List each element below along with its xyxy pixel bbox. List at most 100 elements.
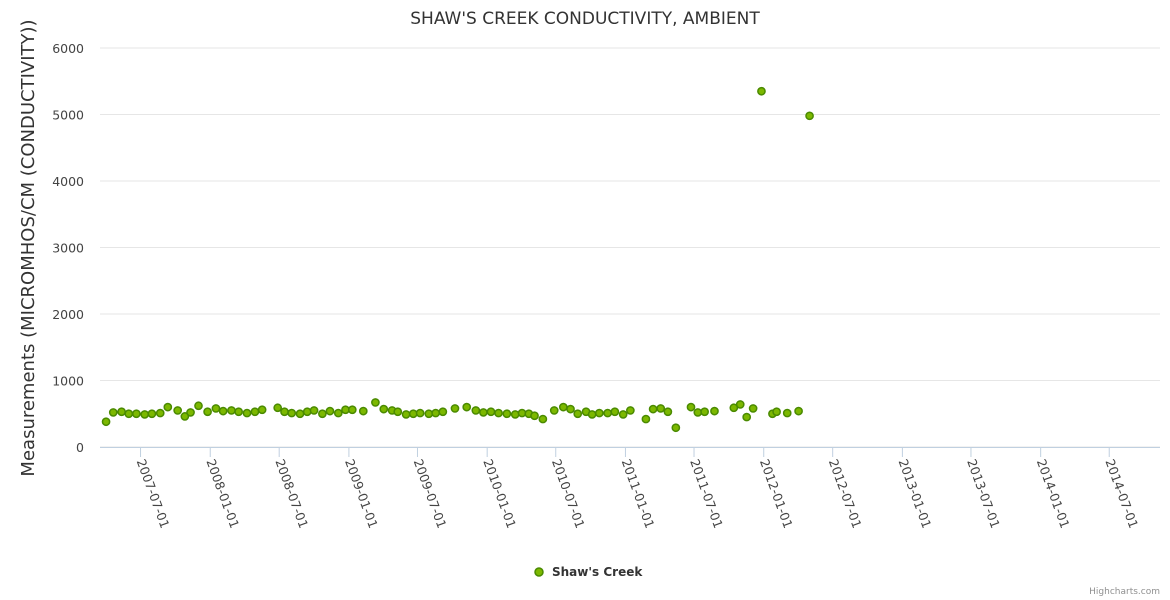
data-point[interactable] xyxy=(530,411,539,421)
legend-marker[interactable] xyxy=(534,567,544,577)
x-tick-label: 2012-01-01 xyxy=(757,457,796,530)
data-point[interactable] xyxy=(517,408,527,418)
data-point[interactable] xyxy=(287,408,297,418)
data-point[interactable] xyxy=(117,407,126,417)
data-point[interactable] xyxy=(510,410,520,419)
data-point[interactable] xyxy=(710,406,719,416)
data-point[interactable] xyxy=(280,407,289,417)
data-point[interactable] xyxy=(211,404,221,413)
data-point[interactable] xyxy=(486,407,496,417)
data-point[interactable] xyxy=(173,406,183,415)
y-tick-label: 4000 xyxy=(52,174,84,189)
data-point[interactable] xyxy=(424,409,434,419)
data-point[interactable] xyxy=(257,405,267,415)
x-tick-label: 2014-07-01 xyxy=(1102,457,1141,530)
legend-label-shaws-creek[interactable]: Shaw's Creek xyxy=(552,565,643,579)
data-point[interactable] xyxy=(748,404,758,413)
data-point[interactable] xyxy=(273,403,283,413)
data-point[interactable] xyxy=(794,406,803,416)
data-point[interactable] xyxy=(693,408,703,417)
data-point[interactable] xyxy=(558,402,568,412)
data-point[interactable] xyxy=(358,406,368,416)
data-point[interactable] xyxy=(101,417,111,427)
data-point[interactable] xyxy=(218,406,228,416)
data-point[interactable] xyxy=(379,404,389,414)
data-point[interactable] xyxy=(735,400,745,409)
data-point[interactable] xyxy=(610,407,620,417)
data-point[interactable] xyxy=(594,408,604,418)
data-point[interactable] xyxy=(450,404,460,413)
data-point[interactable] xyxy=(194,401,203,411)
data-point[interactable] xyxy=(155,408,165,418)
data-point[interactable] xyxy=(782,408,792,418)
data-point[interactable] xyxy=(124,409,134,419)
data-point[interactable] xyxy=(347,405,357,415)
data-point[interactable] xyxy=(502,409,512,419)
data-point[interactable] xyxy=(108,408,118,417)
data-point[interactable] xyxy=(671,423,681,433)
data-point[interactable] xyxy=(415,408,425,418)
data-point[interactable] xyxy=(234,407,244,417)
data-point[interactable] xyxy=(242,408,252,418)
x-tick-label: 2013-01-01 xyxy=(896,457,935,530)
data-point[interactable] xyxy=(163,402,173,412)
data-point[interactable] xyxy=(626,406,635,415)
data-point[interactable] xyxy=(438,407,448,417)
data-point[interactable] xyxy=(250,407,260,417)
data-point[interactable] xyxy=(805,111,814,121)
data-point[interactable] xyxy=(140,410,150,419)
y-axis-title: Measurements (MICROMHOS/CM (CONDUCTIVITY… xyxy=(18,19,39,476)
data-point[interactable] xyxy=(641,414,651,424)
data-point[interactable] xyxy=(587,410,597,419)
data-point[interactable] xyxy=(573,409,583,419)
x-tick-label: 2010-01-01 xyxy=(480,457,519,530)
data-point[interactable] xyxy=(227,406,236,415)
x-tick-label: 2008-07-01 xyxy=(272,457,311,530)
data-point[interactable] xyxy=(186,408,195,417)
data-point[interactable] xyxy=(203,407,212,417)
y-tick-label: 1000 xyxy=(52,374,84,389)
chart-title: SHAW'S CREEK CONDUCTIVITY, AMBIENT xyxy=(410,9,760,29)
data-point[interactable] xyxy=(566,404,575,414)
data-point[interactable] xyxy=(494,408,503,418)
data-point[interactable] xyxy=(401,410,411,419)
data-point[interactable] xyxy=(742,412,752,422)
series-shaws-creek[interactable] xyxy=(101,86,814,433)
data-point[interactable] xyxy=(318,409,327,419)
data-point[interactable] xyxy=(549,406,559,415)
data-point[interactable] xyxy=(603,408,612,418)
data-point[interactable] xyxy=(538,414,548,424)
data-point[interactable] xyxy=(325,406,335,416)
data-point[interactable] xyxy=(132,409,141,419)
data-point[interactable] xyxy=(772,407,781,417)
legend[interactable]: Shaw's Creek xyxy=(534,565,643,579)
data-point[interactable] xyxy=(471,406,481,415)
data-point[interactable] xyxy=(656,404,666,413)
y-axis-ticks: 0 1000 2000 3000 4000 5000 6000 xyxy=(52,41,84,455)
y-tick-label: 5000 xyxy=(52,108,84,123)
data-point[interactable] xyxy=(479,408,488,417)
gridlines xyxy=(100,47,1160,448)
credits-link[interactable]: Highcharts.com xyxy=(1089,587,1160,597)
data-point[interactable] xyxy=(302,407,312,417)
y-tick-label: 2000 xyxy=(52,307,84,322)
data-point[interactable] xyxy=(663,407,673,417)
x-tick-label: 2011-07-01 xyxy=(687,457,726,530)
data-point[interactable] xyxy=(333,408,343,418)
data-point[interactable] xyxy=(462,402,472,412)
data-point[interactable] xyxy=(393,407,403,417)
data-point[interactable] xyxy=(180,412,190,421)
data-point[interactable] xyxy=(729,403,739,413)
data-point[interactable] xyxy=(371,398,380,407)
data-point[interactable] xyxy=(686,402,696,412)
data-point[interactable] xyxy=(431,408,441,418)
data-point[interactable] xyxy=(648,404,658,414)
data-point[interactable] xyxy=(408,409,418,419)
data-point[interactable] xyxy=(618,410,628,419)
data-point[interactable] xyxy=(147,409,157,419)
data-point[interactable] xyxy=(295,409,305,419)
data-point[interactable] xyxy=(309,406,319,415)
data-point[interactable] xyxy=(700,407,709,417)
x-tick-label: 2014-01-01 xyxy=(1034,457,1073,530)
data-point[interactable] xyxy=(757,86,766,96)
